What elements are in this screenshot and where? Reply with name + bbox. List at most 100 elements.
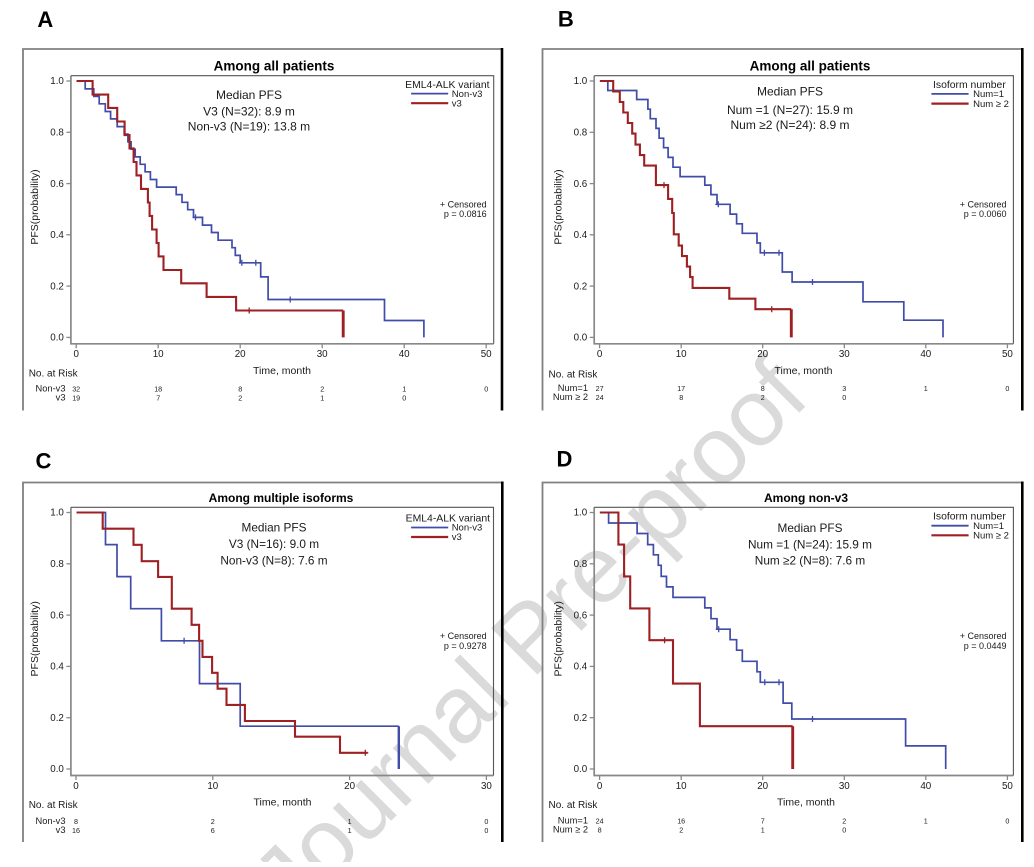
svg-text:1: 1 bbox=[348, 817, 352, 826]
svg-text:+ Censored: + Censored bbox=[960, 200, 1007, 210]
svg-text:Num=1: Num=1 bbox=[973, 521, 1004, 532]
svg-text:Median PFS: Median PFS bbox=[216, 88, 282, 102]
svg-text:Isoform number: Isoform number bbox=[933, 80, 1006, 91]
svg-text:1: 1 bbox=[320, 393, 324, 402]
svg-text:+ Censored: + Censored bbox=[440, 200, 487, 210]
svg-text:+ Censored: + Censored bbox=[960, 631, 1007, 641]
svg-text:Num ≥ 2: Num ≥ 2 bbox=[553, 825, 588, 835]
svg-text:Non-v3: Non-v3 bbox=[36, 384, 66, 394]
svg-text:EML4-ALK variant: EML4-ALK variant bbox=[405, 80, 489, 91]
svg-text:Among non-v3: Among non-v3 bbox=[764, 491, 848, 505]
svg-text:Num=1: Num=1 bbox=[558, 383, 588, 393]
svg-text:PFS(probability): PFS(probability) bbox=[552, 169, 564, 244]
svg-text:0: 0 bbox=[597, 781, 603, 792]
svg-text:1: 1 bbox=[348, 826, 352, 835]
svg-text:V3 (N=16): 9.0 m: V3 (N=16): 9.0 m bbox=[229, 537, 319, 551]
svg-text:1.0: 1.0 bbox=[50, 508, 64, 519]
svg-text:v3: v3 bbox=[452, 532, 462, 543]
svg-text:0.4: 0.4 bbox=[50, 662, 64, 673]
svg-text:8: 8 bbox=[761, 384, 765, 393]
svg-text:24: 24 bbox=[596, 393, 604, 402]
svg-text:Time, month: Time, month bbox=[777, 797, 835, 809]
svg-text:0.0: 0.0 bbox=[50, 764, 64, 775]
svg-text:30: 30 bbox=[839, 349, 850, 360]
svg-text:40: 40 bbox=[920, 349, 931, 360]
svg-text:p = 0.9278: p = 0.9278 bbox=[444, 641, 487, 651]
svg-text:Num ≥ 2: Num ≥ 2 bbox=[973, 531, 1009, 542]
svg-text:Among multiple isoforms: Among multiple isoforms bbox=[209, 491, 354, 505]
svg-text:C: C bbox=[36, 448, 52, 473]
svg-text:2: 2 bbox=[679, 826, 683, 835]
svg-text:B: B bbox=[558, 6, 574, 31]
svg-text:10: 10 bbox=[676, 781, 687, 792]
svg-text:Median PFS: Median PFS bbox=[242, 520, 307, 534]
svg-text:0.8: 0.8 bbox=[574, 128, 588, 139]
svg-text:No. at Risk: No. at Risk bbox=[549, 800, 599, 811]
svg-text:Num ≥2 (N=24): 8.9 m: Num ≥2 (N=24): 8.9 m bbox=[731, 118, 850, 132]
svg-text:Num =1 (N=27): 15.9 m: Num =1 (N=27): 15.9 m bbox=[727, 103, 853, 117]
svg-text:0: 0 bbox=[1005, 384, 1009, 393]
svg-text:p = 0.0816: p = 0.0816 bbox=[444, 209, 487, 219]
svg-text:20: 20 bbox=[757, 781, 768, 792]
svg-text:1.0: 1.0 bbox=[574, 508, 588, 519]
svg-text:Num=1: Num=1 bbox=[558, 815, 588, 825]
svg-text:0: 0 bbox=[842, 393, 846, 402]
svg-text:50: 50 bbox=[1002, 781, 1013, 792]
svg-text:Non-v3: Non-v3 bbox=[452, 89, 483, 100]
svg-text:Non-v3 (N=19): 13.8 m: Non-v3 (N=19): 13.8 m bbox=[188, 119, 310, 133]
svg-text:1: 1 bbox=[761, 826, 765, 835]
svg-text:8: 8 bbox=[598, 826, 602, 835]
svg-text:40: 40 bbox=[920, 781, 931, 792]
svg-text:7: 7 bbox=[761, 816, 765, 825]
svg-text:50: 50 bbox=[1002, 349, 1013, 360]
svg-text:1: 1 bbox=[924, 384, 928, 393]
svg-text:32: 32 bbox=[72, 385, 80, 394]
svg-text:1: 1 bbox=[402, 385, 406, 394]
svg-text:19: 19 bbox=[72, 393, 80, 402]
svg-text:Time, month: Time, month bbox=[254, 797, 312, 809]
svg-text:27: 27 bbox=[596, 384, 604, 393]
svg-text:0.0: 0.0 bbox=[50, 333, 64, 344]
svg-text:16: 16 bbox=[677, 816, 685, 825]
svg-text:0.8: 0.8 bbox=[50, 128, 64, 139]
svg-text:1.0: 1.0 bbox=[50, 76, 64, 87]
svg-text:PFS(probability): PFS(probability) bbox=[552, 601, 564, 676]
svg-text:18: 18 bbox=[154, 385, 162, 394]
svg-text:0.0: 0.0 bbox=[574, 764, 588, 775]
svg-text:0.2: 0.2 bbox=[50, 713, 64, 724]
svg-text:Num =1 (N=24): 15.9 m: Num =1 (N=24): 15.9 m bbox=[748, 538, 872, 552]
svg-text:2: 2 bbox=[842, 816, 846, 825]
svg-text:10: 10 bbox=[207, 781, 218, 792]
svg-text:0.2: 0.2 bbox=[574, 713, 588, 724]
svg-text:Non-v3 (N=8): 7.6 m: Non-v3 (N=8): 7.6 m bbox=[220, 554, 327, 568]
svg-text:8: 8 bbox=[679, 393, 683, 402]
svg-text:Median PFS: Median PFS bbox=[778, 521, 843, 535]
svg-text:8: 8 bbox=[74, 817, 78, 826]
svg-text:v3: v3 bbox=[452, 98, 462, 109]
svg-text:0.4: 0.4 bbox=[50, 230, 64, 241]
svg-text:20: 20 bbox=[757, 349, 768, 360]
svg-text:0: 0 bbox=[73, 781, 79, 792]
svg-text:Num ≥2 (N=8): 7.6 m: Num ≥2 (N=8): 7.6 m bbox=[755, 553, 866, 567]
svg-text:50: 50 bbox=[481, 349, 492, 360]
svg-text:Median PFS: Median PFS bbox=[757, 85, 823, 99]
svg-text:No. at Risk: No. at Risk bbox=[29, 800, 79, 811]
svg-text:2: 2 bbox=[238, 393, 242, 402]
svg-text:0.2: 0.2 bbox=[50, 281, 64, 292]
svg-text:2: 2 bbox=[320, 385, 324, 394]
svg-text:Num=1: Num=1 bbox=[973, 89, 1004, 100]
svg-text:10: 10 bbox=[153, 349, 164, 360]
svg-text:0.6: 0.6 bbox=[574, 610, 588, 621]
svg-text:8: 8 bbox=[238, 385, 242, 394]
svg-text:PFS(probability): PFS(probability) bbox=[29, 169, 41, 244]
svg-text:2: 2 bbox=[211, 817, 215, 826]
svg-text:1: 1 bbox=[924, 816, 928, 825]
svg-text:10: 10 bbox=[676, 349, 687, 360]
svg-text:30: 30 bbox=[481, 781, 492, 792]
svg-text:40: 40 bbox=[399, 349, 410, 360]
svg-text:0: 0 bbox=[484, 385, 488, 394]
svg-text:0.4: 0.4 bbox=[574, 662, 588, 673]
svg-text:PFS(probability): PFS(probability) bbox=[29, 601, 41, 676]
svg-text:0: 0 bbox=[402, 393, 406, 402]
svg-text:p = 0.0449: p = 0.0449 bbox=[964, 641, 1007, 651]
